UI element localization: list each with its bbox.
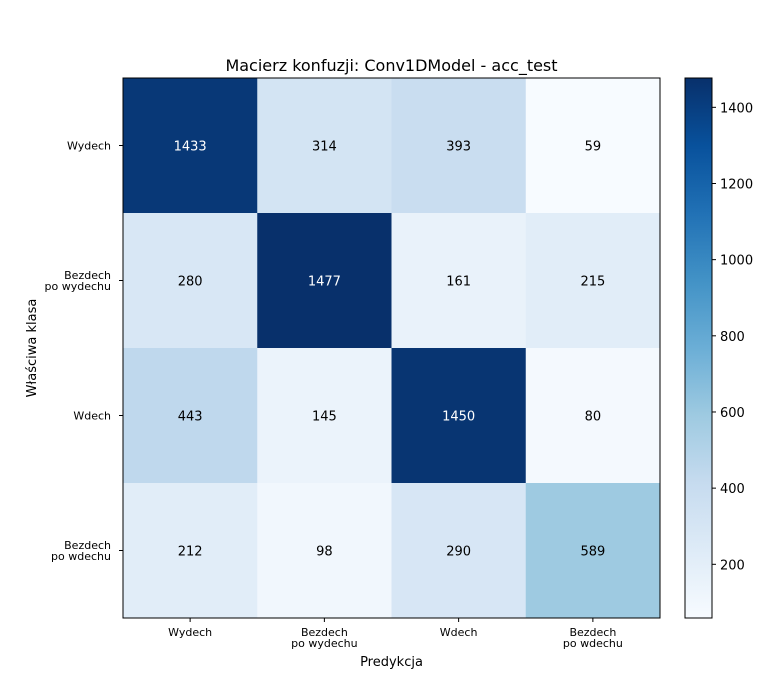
cell-value-label: 280 (178, 275, 203, 290)
cell-value-label: 80 (585, 410, 602, 425)
cell-value-label: 1477 (308, 275, 341, 290)
heatmap-cell (525, 483, 661, 619)
y-axis-ticks: Wydech Bezdech po wydechu Wdech Bezdech po wd… (45, 140, 123, 563)
chart-title: Macierz konfuzji: Conv1DModel - acc_test (225, 56, 557, 76)
heatmap-cell (391, 348, 527, 484)
x-tick-label: Bezdech po wydechu (291, 626, 357, 650)
x-axis-ticks: Wydech Bezdech po wydechu Wdech Bezdech po wd… (168, 618, 623, 650)
cell-value-label: 589 (580, 545, 605, 560)
y-tick-label: Bezdech po wydechu (45, 269, 111, 293)
x-tick-label: Wydech (168, 626, 212, 639)
heatmap-cell (391, 483, 527, 619)
cell-value-label: 290 (446, 545, 471, 560)
heatmap-cells (123, 78, 661, 619)
x-axis-label: Predykcja (360, 655, 423, 670)
colorbar-tick-label: 400 (720, 482, 745, 497)
heatmap-cell (525, 213, 661, 349)
cell-value-label: 98 (316, 545, 333, 560)
y-tick-label: Wdech (73, 410, 111, 423)
cell-value-label: 161 (446, 275, 471, 290)
heatmap-cell (123, 213, 258, 349)
cell-value-label: 314 (312, 140, 337, 155)
heatmap-cell (257, 78, 392, 214)
cell-value-label: 1450 (442, 410, 475, 425)
colorbar-tick-label: 800 (720, 330, 745, 345)
colorbar-tick-label: 200 (720, 558, 745, 573)
x-tick-label: Wdech (440, 626, 478, 639)
cell-value-label: 145 (312, 410, 337, 425)
heatmap-cell (525, 348, 661, 484)
cell-value-label: 212 (178, 545, 203, 560)
y-tick-label: Bezdech po wdechu (51, 539, 111, 563)
heatmap-cell (257, 348, 392, 484)
plot-frame (122, 77, 661, 619)
colorbar (684, 77, 713, 619)
colorbar-tick-label: 600 (720, 406, 745, 421)
colorbar-tick-label: 1000 (720, 254, 753, 269)
y-tick-label: Wydech (67, 140, 111, 153)
heatmap-cell (123, 348, 258, 484)
heatmap-cell (257, 213, 392, 349)
cell-value-label: 393 (446, 140, 471, 155)
colorbar-ticks: 200 400 600 800 1000 1200 1400 (712, 101, 753, 573)
heatmap-cell (123, 78, 258, 214)
heatmap-cell (391, 78, 527, 214)
cell-value-label: 215 (580, 275, 605, 290)
cell-value-label: 1433 (174, 140, 207, 155)
heatmap-cell (123, 483, 258, 619)
y-axis-label: Właściwa klasa (25, 299, 40, 398)
heatmap-cell (257, 483, 392, 619)
heatmap-cell (525, 78, 661, 214)
heatmap-cell (391, 213, 527, 349)
colorbar-tick-label: 1400 (720, 101, 753, 116)
cell-value-label: 59 (585, 140, 602, 155)
colorbar-tick-label: 1200 (720, 177, 753, 192)
cell-value-label: 443 (178, 410, 203, 425)
x-tick-label: Bezdech po wdechu (563, 626, 623, 650)
heatmap-cell-labels: 1433 314 393 59 280 1477 161 215 443 145 1450 80 212… (174, 140, 606, 560)
